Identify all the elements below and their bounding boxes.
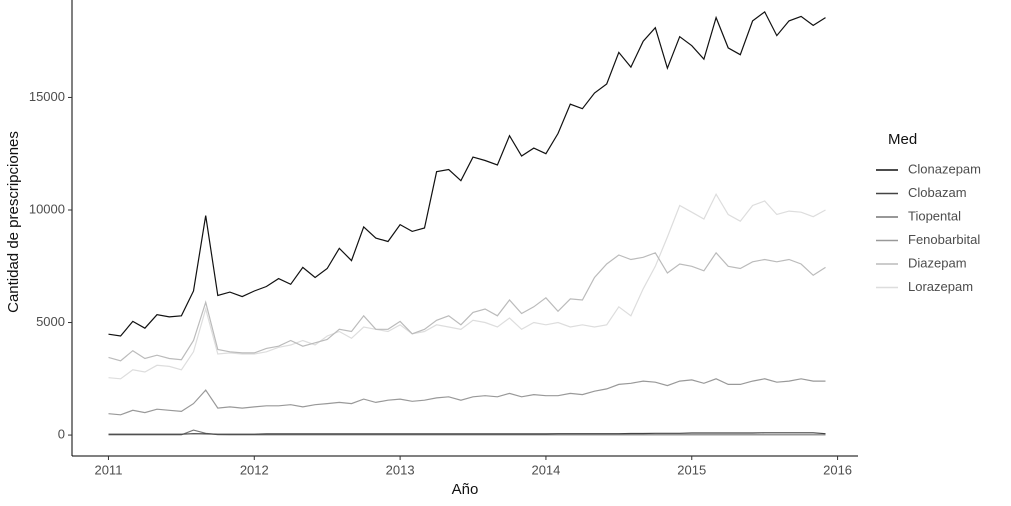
x-tick-label: 2013	[386, 462, 415, 477]
y-axis-label: Cantidad de prescripciones	[5, 131, 22, 313]
series-line	[108, 378, 826, 416]
x-tick-label: 2012	[240, 462, 269, 477]
legend-label: Lorazepam	[908, 279, 973, 294]
legend-label: Clonazepam	[908, 161, 981, 176]
y-tick-label: 5000	[36, 314, 65, 329]
series-line	[108, 10, 826, 337]
series-line	[108, 251, 826, 362]
legend-label: Clobazam	[908, 185, 967, 200]
legend-label: Tiopental	[908, 208, 961, 223]
series-line	[108, 432, 826, 435]
x-axis-label: Año	[452, 481, 479, 498]
x-tick-label: 2011	[94, 462, 122, 477]
x-tick-label: 2016	[823, 462, 852, 477]
series-line	[108, 192, 826, 380]
y-tick-label: 0	[58, 427, 65, 442]
x-tick-label: 2014	[531, 462, 560, 477]
x-tick-label: 2015	[677, 462, 706, 477]
y-tick-label: 10000	[29, 201, 65, 216]
legend-title: Med	[888, 131, 917, 148]
y-tick-label: 15000	[29, 89, 65, 104]
legend-label: Diazepam	[908, 255, 967, 270]
legend-label: Fenobarbital	[908, 232, 980, 247]
